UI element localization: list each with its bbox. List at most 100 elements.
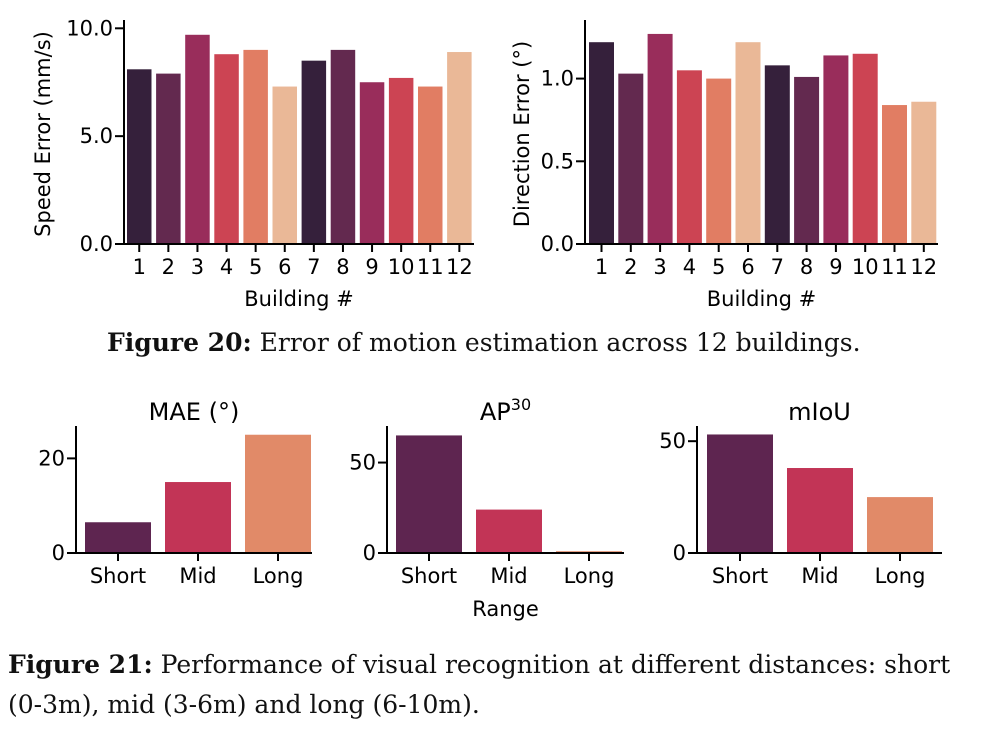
ap-bar	[396, 435, 462, 553]
figure-21-text-line1: Performance of visual recognition at dif…	[160, 650, 951, 679]
direction-bar	[647, 33, 673, 245]
figure-20-text: Error of motion estimation across 12 bui…	[259, 328, 861, 357]
direction-x-tick-label: 2	[624, 255, 637, 279]
speed-x-tick-label: 4	[220, 255, 233, 279]
direction-bar	[589, 42, 614, 244]
miou-x-tick-label: Long	[875, 564, 926, 588]
direction-x-tick-label: 4	[683, 255, 696, 279]
direction-y-tick-label: 1.0	[541, 67, 574, 91]
mae-chart: 0 20 Short Mid Long MAE (°)	[38, 398, 312, 588]
direction-y-tick-label: 0.5	[541, 149, 574, 173]
direction-bar	[706, 78, 732, 245]
speed-x-tick-label: 11	[417, 255, 444, 279]
direction-y-axis-label: Direction Error (°)	[510, 41, 534, 227]
direction-bar	[735, 42, 761, 244]
mae-title: MAE (°)	[149, 398, 240, 426]
figure-20-label: Figure 20:	[107, 328, 252, 357]
direction-x-tick-label: 5	[712, 255, 725, 279]
miou-title: mIoU	[788, 398, 851, 426]
speed-bar	[330, 49, 356, 244]
ap-x-tick-label: Mid	[490, 564, 527, 588]
figure-20-caption: Figure 20: Error of motion estimation ac…	[107, 323, 907, 363]
speed-x-tick-label: 2	[162, 255, 175, 279]
ap-title-main: AP	[480, 398, 511, 426]
figure-21-caption: Figure 21: Performance of visual recogni…	[8, 645, 983, 725]
ap-y-tick-label: 50	[349, 451, 376, 475]
miou-title-main: mIoU	[788, 398, 851, 426]
direction-bar	[911, 101, 937, 245]
ap-y-tick-label: 0	[363, 541, 376, 565]
direction-x-tick-label: 7	[771, 255, 784, 279]
miou-x-tick-label: Short	[712, 564, 768, 588]
mae-x-tick-label: Short	[90, 564, 146, 588]
mae-y-tick-label: 20	[38, 446, 65, 470]
direction-x-tick-label: 8	[800, 255, 813, 279]
ap-title: AP30	[480, 395, 531, 426]
speed-x-tick-label: 8	[336, 255, 349, 279]
speed-x-tick-label: 1	[133, 255, 146, 279]
ap-x-axis-label: Range	[472, 597, 539, 621]
miou-bar	[707, 434, 773, 553]
miou-y-tick-label: 0	[673, 541, 686, 565]
speed-bar	[447, 52, 472, 244]
direction-bar	[676, 70, 702, 244]
speed-x-tick-label: 9	[365, 255, 378, 279]
ap-x-tick-label: Long	[564, 564, 615, 588]
mae-title-main: MAE (°)	[149, 398, 240, 426]
ap-bar	[476, 509, 542, 553]
speed-x-tick-label: 7	[307, 255, 320, 279]
direction-bar	[764, 65, 790, 244]
speed-bar	[214, 54, 239, 245]
speed-bar	[243, 49, 268, 244]
speed-bar	[185, 34, 210, 244]
speed-x-tick-label: 10	[388, 255, 415, 279]
direction-x-tick-label: 6	[741, 255, 754, 279]
direction-x-tick-label: 11	[881, 255, 908, 279]
mae-x-tick-label: Mid	[179, 564, 216, 588]
speed-y-tick-label: 0.0	[80, 232, 113, 256]
miou-x-tick-label: Mid	[801, 564, 838, 588]
direction-x-tick-label: 10	[852, 255, 879, 279]
mae-bar	[245, 434, 311, 553]
speed-x-axis-label: Building #	[244, 287, 353, 311]
direction-x-tick-label: 9	[829, 255, 842, 279]
speed-bar	[388, 77, 414, 244]
direction-bar	[823, 55, 849, 244]
mae-y-tick-label: 0	[52, 541, 65, 565]
direction-bar	[794, 76, 820, 244]
direction-x-tick-label: 3	[653, 255, 666, 279]
miou-bar	[867, 497, 933, 553]
mae-x-tick-label: Long	[253, 564, 304, 588]
direction-x-tick-label: 1	[595, 255, 608, 279]
direction-x-axis-label: Building #	[707, 287, 816, 311]
speed-y-tick-label: 10.0	[66, 16, 113, 40]
mae-bar	[85, 522, 151, 553]
figure-21-label: Figure 21:	[8, 650, 153, 679]
speed-y-tick-label: 5.0	[80, 124, 113, 148]
direction-bar	[852, 53, 878, 244]
speed-x-tick-label: 5	[249, 255, 262, 279]
speed-bar	[359, 82, 385, 244]
speed-bar	[156, 73, 181, 244]
miou-y-tick-label: 50	[659, 429, 686, 453]
speed-x-tick-label: 6	[278, 255, 291, 279]
speed-bar	[272, 86, 297, 245]
direction-bar	[882, 105, 907, 244]
speed-y-axis-label: Speed Error (mm/s)	[31, 31, 55, 237]
speed-bar	[301, 60, 327, 244]
direction-bar	[618, 73, 644, 245]
miou-chart: 0 50 Short Mid Long mIoU	[659, 398, 942, 588]
mae-bar	[165, 482, 231, 553]
speed-x-tick-label: 3	[191, 255, 204, 279]
ap30-chart: 0 50 Short Mid Long Range AP30	[349, 395, 624, 621]
ap-title-superscript: 30	[511, 395, 531, 414]
speed-x-tick-label: 12	[446, 255, 473, 279]
ap-x-tick-label: Short	[401, 564, 457, 588]
miou-bar	[787, 468, 853, 553]
speed-bar	[418, 86, 443, 245]
direction-y-tick-label: 0.0	[541, 232, 574, 256]
direction-x-tick-label: 12	[910, 255, 937, 279]
